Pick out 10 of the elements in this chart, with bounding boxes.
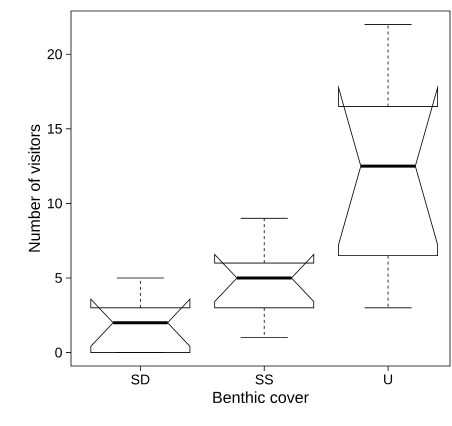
y-tick-label: 15 bbox=[48, 124, 62, 134]
x-tick-label: U bbox=[384, 374, 392, 384]
x-tick-label: SS bbox=[256, 374, 273, 384]
y-tick-label: 10 bbox=[48, 198, 62, 208]
x-tick-label: SD bbox=[131, 374, 150, 384]
y-axis-title: Number of visitors bbox=[28, 124, 40, 252]
y-tick-label: 5 bbox=[55, 273, 62, 283]
x-axis-title: Benthic cover bbox=[213, 391, 309, 404]
y-tick-label: 0 bbox=[55, 348, 62, 358]
y-tick-label: 20 bbox=[48, 49, 62, 60]
